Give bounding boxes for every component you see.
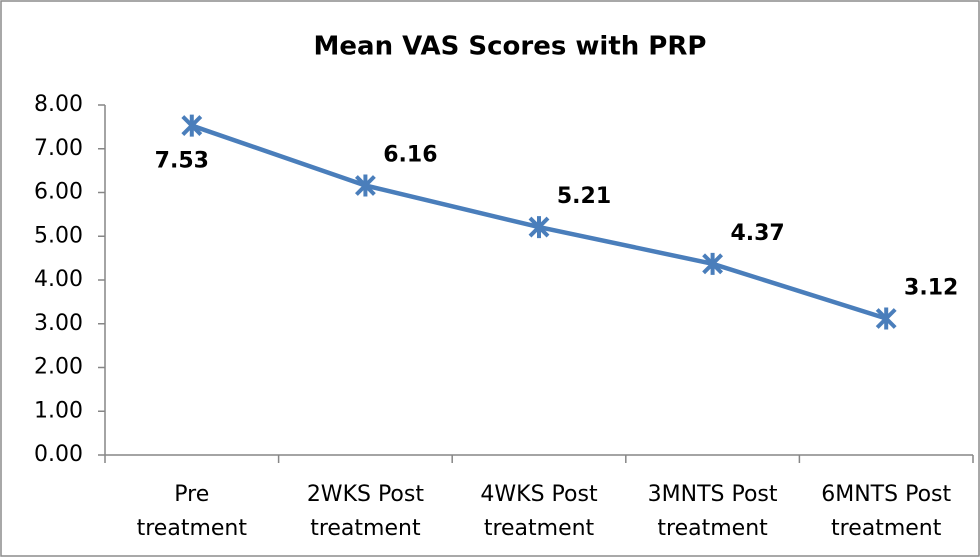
y-tick-label: 7.00	[34, 136, 83, 161]
x-tick-label: Pre treatment	[137, 482, 248, 541]
y-tick-label: 4.00	[34, 267, 83, 292]
x-tick-label: 3MNTS Post treatment	[648, 482, 778, 541]
y-tick-label: 5.00	[34, 223, 83, 248]
y-tick-label: 6.00	[34, 180, 83, 205]
data-label: 7.53	[155, 149, 209, 174]
x-tick-label: 6MNTS Post treatment	[821, 482, 951, 541]
marker	[181, 114, 203, 137]
data-label: 3.12	[904, 276, 958, 301]
y-tick-label: 2.00	[34, 355, 83, 380]
marker	[702, 252, 724, 275]
data-label: 6.16	[383, 143, 437, 168]
y-tick-label: 0.00	[34, 442, 83, 467]
marker	[875, 307, 897, 330]
data-label: 4.37	[730, 221, 784, 246]
marker	[528, 216, 550, 239]
x-tick-label: 2WKS Post treatment	[307, 482, 425, 541]
y-tick-label: 8.00	[34, 92, 83, 117]
chart-title: Mean VAS Scores with PRP	[314, 32, 707, 62]
data-label: 5.21	[557, 184, 611, 209]
x-tick-label: 4WKS Post treatment	[480, 482, 598, 541]
y-tick-label: 3.00	[34, 311, 83, 336]
y-tick-label: 1.00	[34, 398, 83, 423]
marker	[354, 174, 376, 197]
